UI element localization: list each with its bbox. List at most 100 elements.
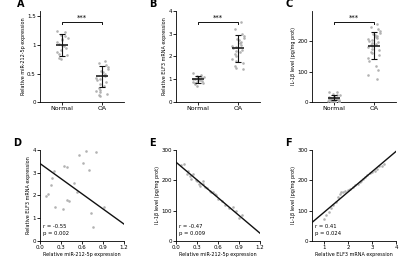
Point	[332, 99, 338, 104]
Point	[59, 37, 66, 42]
Point	[321, 217, 327, 221]
Point	[375, 68, 382, 72]
Point	[57, 47, 64, 52]
Point	[188, 177, 194, 181]
Point	[202, 185, 208, 189]
Point	[381, 162, 387, 166]
Point	[357, 180, 363, 184]
X-axis label: Relative ELF3 mRNA expression: Relative ELF3 mRNA expression	[315, 252, 393, 257]
Point	[94, 78, 100, 83]
Point	[194, 84, 201, 88]
Point	[195, 76, 201, 80]
Point	[333, 96, 339, 101]
Point	[336, 98, 342, 102]
Point	[236, 40, 243, 45]
Point	[59, 38, 65, 43]
Point	[90, 225, 96, 229]
Point	[54, 29, 60, 33]
Point	[345, 188, 351, 192]
Point	[232, 45, 239, 50]
Point	[96, 77, 103, 81]
Point	[45, 192, 51, 196]
Point	[238, 20, 244, 24]
Point	[190, 80, 196, 84]
Point	[340, 190, 346, 194]
Point	[239, 213, 245, 218]
Point	[229, 205, 236, 210]
Text: F: F	[285, 138, 292, 148]
X-axis label: Relative miR-212-5p expression: Relative miR-212-5p expression	[179, 252, 257, 257]
Point	[64, 198, 71, 202]
Text: ***: ***	[213, 15, 223, 21]
Point	[365, 37, 372, 41]
Point	[59, 207, 66, 211]
Text: r = -0.55
p = 0.002: r = -0.55 p = 0.002	[43, 224, 70, 236]
Point	[50, 169, 57, 173]
Point	[54, 127, 60, 131]
Point	[212, 192, 218, 196]
Point	[232, 52, 238, 56]
Point	[52, 205, 58, 209]
Point	[354, 181, 361, 186]
Point	[93, 76, 100, 80]
Point	[226, 206, 232, 210]
Point	[232, 27, 238, 31]
Point	[98, 69, 105, 73]
Point	[200, 81, 206, 85]
Point	[336, 192, 343, 197]
Point	[364, 173, 370, 177]
Point	[336, 99, 342, 103]
Point	[194, 179, 200, 183]
Point	[68, 146, 75, 151]
Point	[376, 29, 383, 34]
Point	[334, 97, 341, 101]
Point	[56, 42, 62, 46]
Point	[323, 213, 330, 217]
Point	[218, 199, 225, 203]
Point	[102, 74, 108, 79]
Point	[238, 43, 244, 47]
Point	[97, 94, 103, 99]
Point	[350, 185, 356, 189]
Point	[331, 96, 337, 100]
Point	[240, 34, 247, 38]
Point	[330, 203, 337, 207]
Point	[233, 59, 240, 63]
Point	[375, 27, 381, 31]
Point	[366, 59, 372, 63]
Point	[327, 98, 334, 102]
Point	[330, 99, 337, 103]
Point	[88, 211, 94, 215]
Point	[332, 100, 338, 104]
Point	[195, 181, 202, 186]
Point	[204, 186, 211, 190]
Point	[376, 31, 383, 35]
Point	[236, 216, 242, 220]
Point	[200, 182, 207, 186]
Text: A: A	[16, 0, 24, 9]
Point	[331, 94, 338, 98]
Point	[100, 73, 107, 77]
Point	[198, 79, 205, 83]
Point	[372, 33, 378, 37]
Point	[79, 142, 85, 146]
Point	[233, 54, 239, 59]
Point	[234, 37, 241, 42]
Point	[193, 178, 199, 182]
Point	[96, 86, 102, 90]
Point	[368, 38, 375, 42]
Point	[195, 75, 202, 80]
Point	[335, 195, 342, 199]
Point	[374, 35, 380, 40]
Point	[329, 97, 336, 101]
Point	[57, 142, 63, 146]
Point	[62, 30, 68, 35]
Point	[326, 89, 332, 94]
Point	[195, 78, 201, 82]
Point	[64, 36, 71, 40]
Point	[240, 36, 247, 40]
Point	[326, 210, 332, 214]
Point	[97, 82, 104, 86]
Point	[326, 95, 332, 99]
Y-axis label: IL-1β level (pg/mg prot): IL-1β level (pg/mg prot)	[155, 166, 160, 225]
